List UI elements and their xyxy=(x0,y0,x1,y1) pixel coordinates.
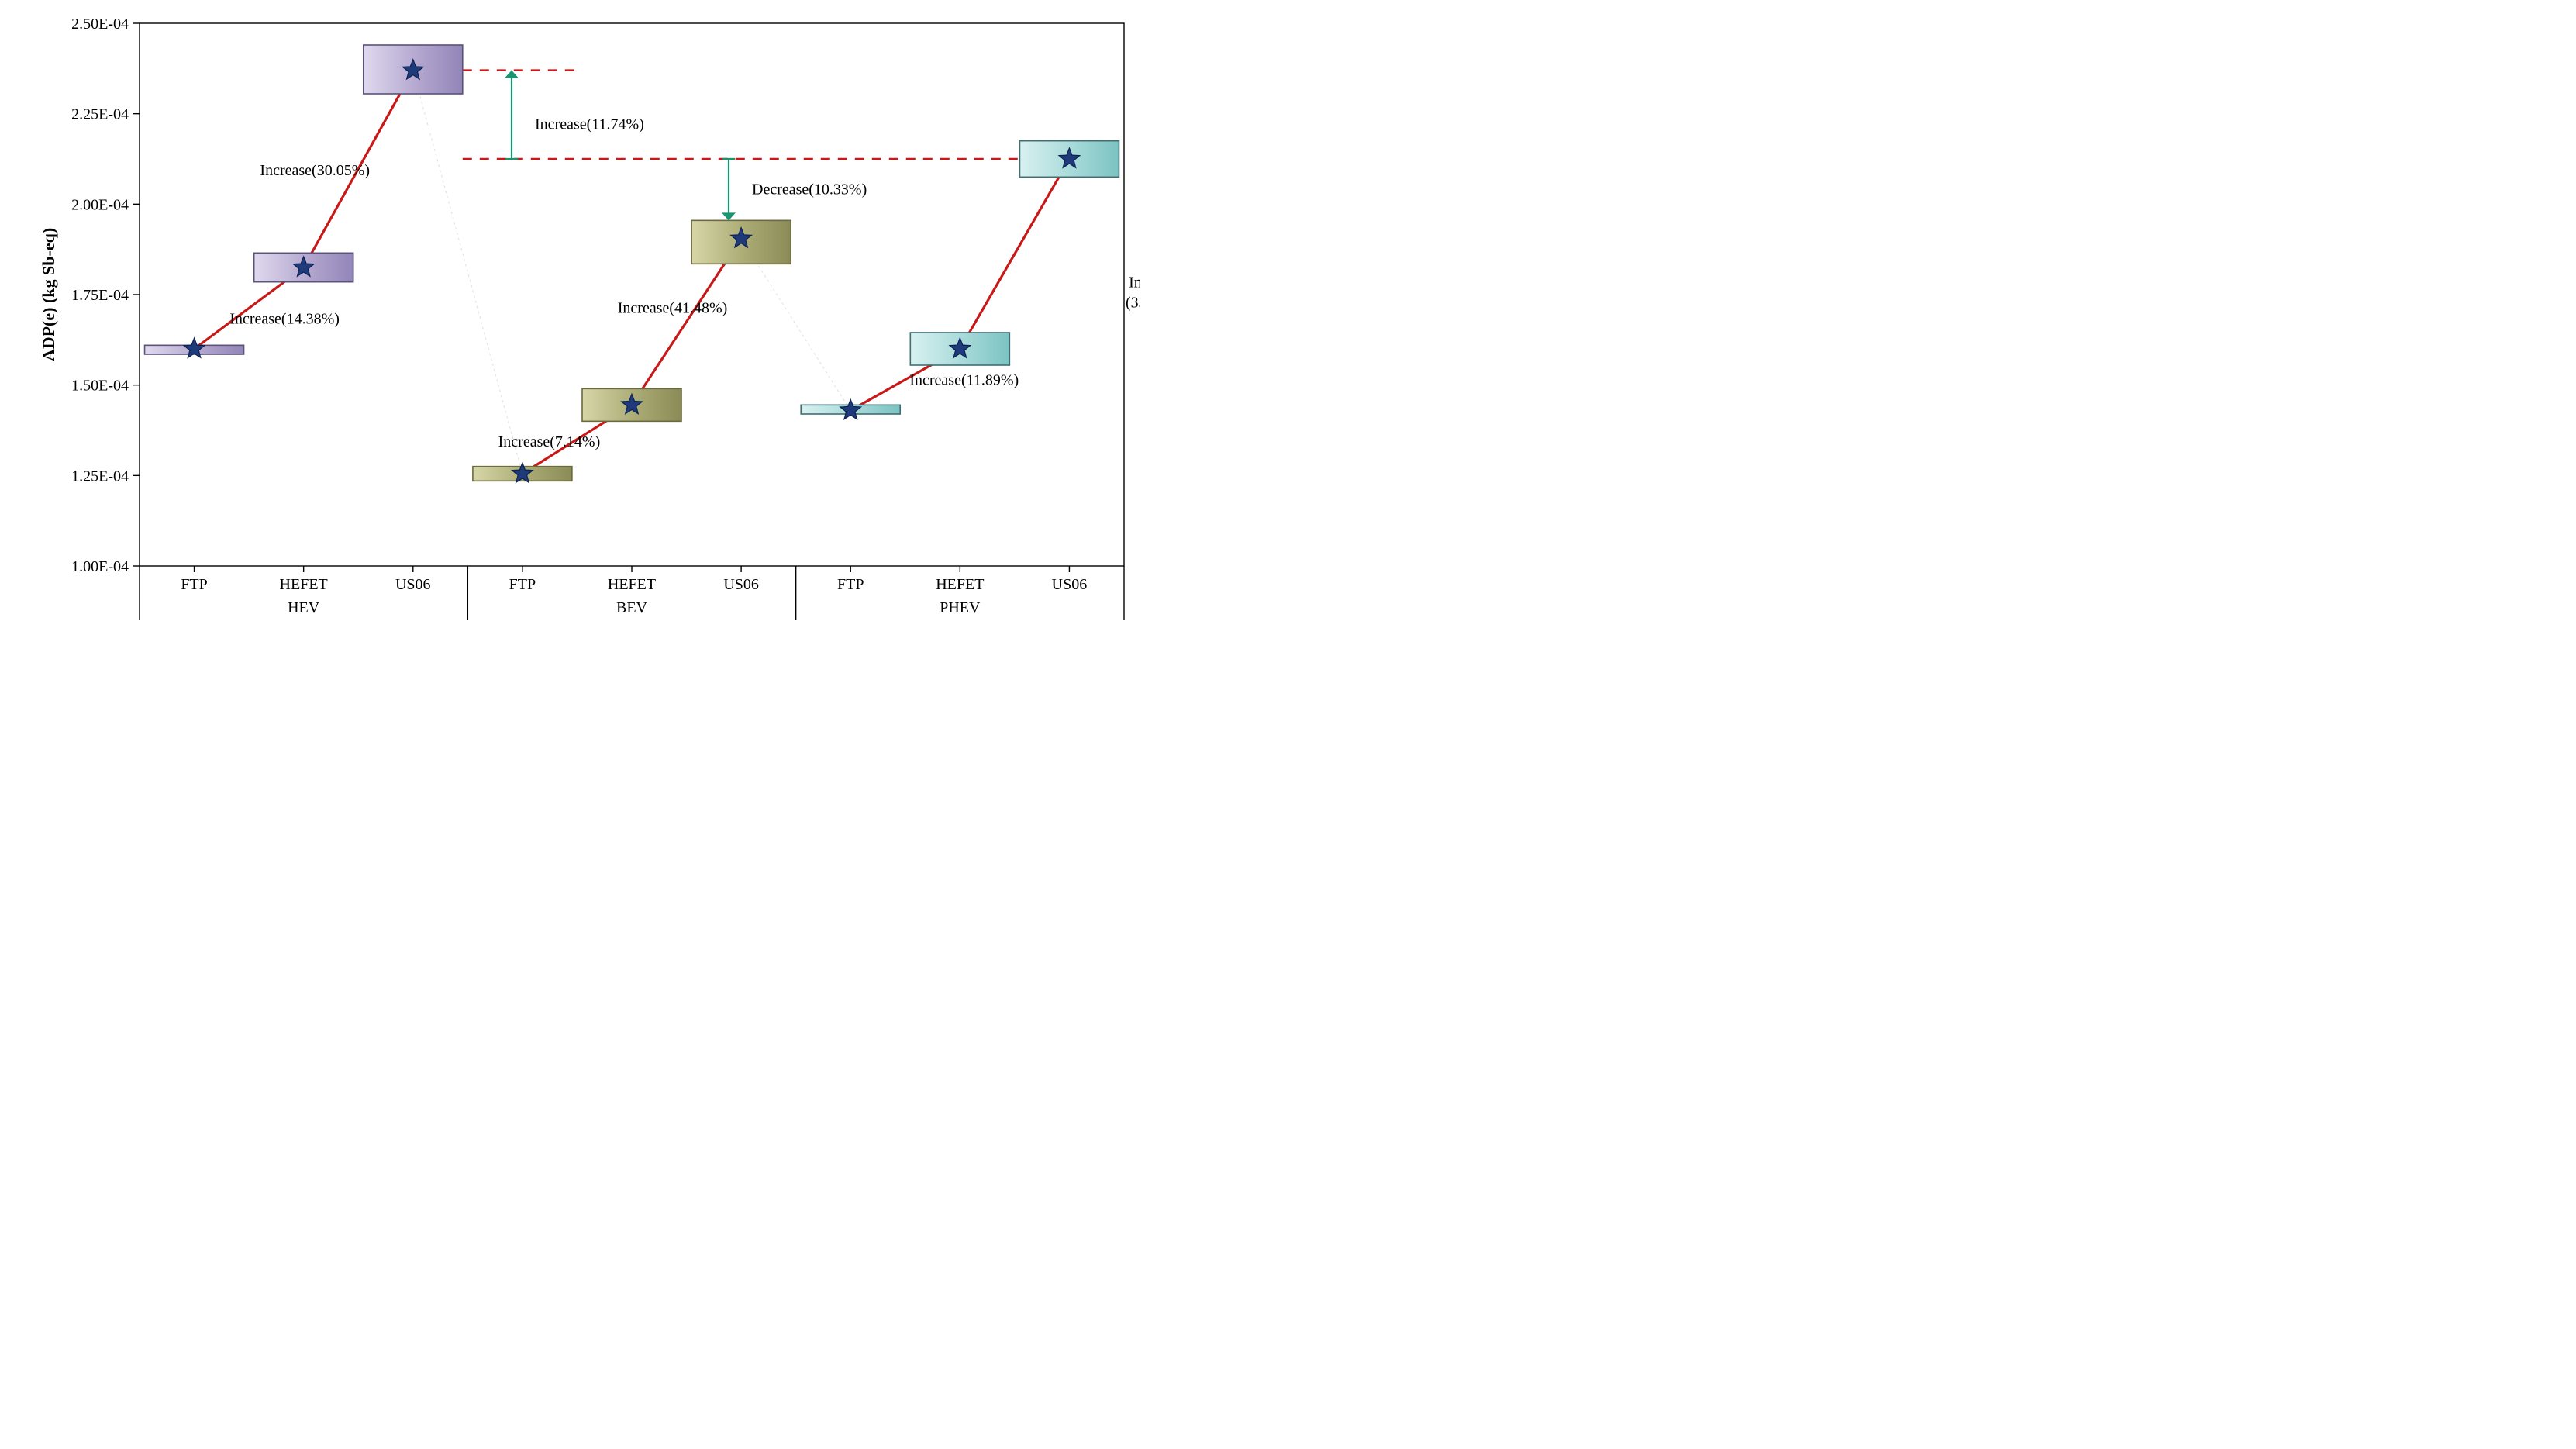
y-tick-label: 1.50E-04 xyxy=(71,378,129,395)
plot-border xyxy=(140,23,1124,566)
y-tick-label: 1.25E-04 xyxy=(71,467,129,485)
x-subcat-label: US06 xyxy=(395,576,431,593)
compare-arrow-head xyxy=(505,71,519,78)
x-subcat-label: FTP xyxy=(837,576,864,593)
increase-label: Increase(7.14%) xyxy=(498,433,601,450)
y-tick-label: 2.00E-04 xyxy=(71,196,129,213)
x-group-label: BEV xyxy=(616,599,648,616)
x-subcat-label: US06 xyxy=(1052,576,1088,593)
y-axis-label: ADP(e) (kg Sb-eq) xyxy=(39,228,58,361)
x-group-label: PHEV xyxy=(940,599,981,616)
faint-connector xyxy=(413,71,522,474)
x-subcat-label: HEFET xyxy=(280,576,328,593)
increase-label: Increase(41.48%) xyxy=(618,299,728,316)
chart-svg: 1.00E-04 1.25E-04 1.50E-04 1.75E-04 2.00E-04… xyxy=(8,8,1140,643)
compare-label: Decrease(10.33%) xyxy=(752,181,867,198)
chart-container: 1.00E-04 1.25E-04 1.50E-04 1.75E-04 2.00E-04… xyxy=(8,8,1140,643)
increase-label: Increase(30.05%) xyxy=(260,162,370,179)
increase-label: Increase(14.38%) xyxy=(229,310,340,327)
compare-arrow-head xyxy=(722,212,736,220)
x-group-label: HEV xyxy=(288,599,320,616)
y-tick-label: 2.25E-04 xyxy=(71,106,129,123)
y-tick-label: 2.50E-04 xyxy=(71,16,129,33)
x-subcat-label: HEFET xyxy=(608,576,656,593)
x-subcat-label: HEFET xyxy=(936,576,984,593)
x-subcat-label: FTP xyxy=(509,576,536,593)
increase-label: (33.13%) xyxy=(1126,295,1140,312)
x-subcat-label: US06 xyxy=(723,576,759,593)
compare-label: Increase(11.74%) xyxy=(535,116,644,133)
y-tick-label: 1.75E-04 xyxy=(71,287,129,304)
trend-line xyxy=(960,159,1069,349)
star-marker xyxy=(840,399,861,419)
x-subcat-label: FTP xyxy=(181,576,207,593)
increase-label: Increase(11.89%) xyxy=(909,372,1019,389)
y-tick-label: 1.00E-04 xyxy=(71,558,129,575)
increase-label: Increase xyxy=(1129,274,1140,292)
